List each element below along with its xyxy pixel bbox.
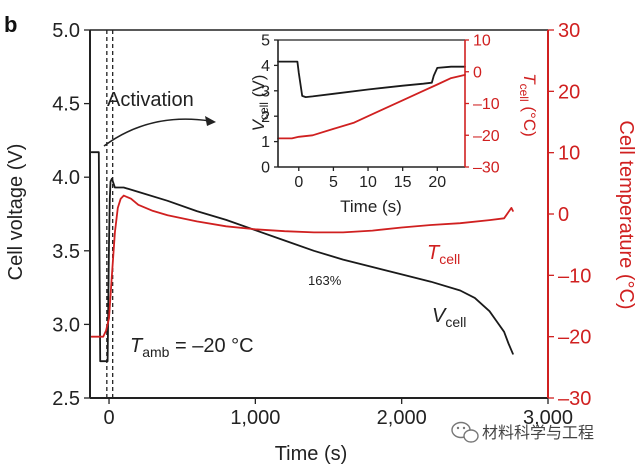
vcell-series-label: Vcell	[432, 305, 466, 330]
inset-ylabel-symbol: V	[249, 118, 268, 131]
inset-x-tick-label: 5	[329, 174, 338, 191]
inset-y2-tick-label: –30	[473, 160, 500, 177]
inset-y2-tick-label: 10	[473, 33, 491, 50]
inset-y-tick-label: 2	[261, 109, 270, 126]
vcell-symbol: V	[432, 305, 447, 327]
inset-series-vcell-line	[277, 60, 466, 98]
inset-y-tick-label: 5	[261, 33, 270, 50]
main-ticks: 0 1,000 2,000 3,000 2.5 3.0 3.5 4.0 4.5 5.0 –30 –20…	[52, 20, 591, 429]
inset-y2-tick-label: 0	[473, 64, 482, 81]
main-dashed-lines	[106, 30, 114, 398]
panel-letter: b	[4, 12, 17, 37]
main-x-tick-label: 2,000	[377, 407, 427, 429]
main-y2-tick-label: –20	[558, 327, 591, 349]
vcell-subscript: cell	[445, 314, 466, 330]
watermark: 材料科学与工程	[451, 421, 594, 443]
inset-x-tick-label: 15	[394, 174, 412, 191]
inset-y2-axis-label: Tcell (°C)	[517, 73, 539, 137]
inset-y-tick-label: 0	[261, 160, 270, 177]
wechat-icon	[451, 421, 479, 443]
inset-y-tick-label: 4	[261, 58, 270, 75]
inset-x-tick-label: 10	[359, 174, 377, 191]
main-y-axis-label: Cell voltage (V)	[5, 144, 27, 281]
main-y2-tick-label: 20	[558, 81, 580, 103]
overlay-percentage: 163%	[308, 273, 342, 288]
inset-ylabel-unit: (V)	[249, 75, 268, 102]
inset-ticks: 0 5 10 15 20 0 1 2 3 4 5 –30 –20 –10 0 10	[261, 33, 500, 191]
main-y-tick-label: 2.5	[52, 388, 80, 410]
main-y2-tick-label: 0	[558, 204, 569, 226]
main-y2-axis-label: Cell temperature (°C)	[615, 120, 637, 309]
tamb-value: = –20 °C	[169, 335, 253, 357]
tamb-subscript: amb	[142, 344, 169, 360]
inset-y2label-subscript: cell	[517, 84, 531, 102]
main-x-axis-label: Time (s)	[275, 443, 348, 465]
tcell-symbol: T	[427, 242, 441, 264]
main-y2-tick-label: –10	[558, 265, 591, 287]
inset-y2-tick-label: –20	[473, 128, 500, 145]
main-x-tick-label: 0	[103, 407, 114, 429]
inset-y2-tick-label: –10	[473, 96, 500, 113]
main-y-tick-label: 4.5	[52, 94, 80, 116]
main-y-tick-label: 5.0	[52, 20, 80, 42]
main-y-tick-label: 3.0	[52, 314, 80, 336]
inset-x-tick-label: 0	[294, 174, 303, 191]
activation-label: Activation	[107, 89, 194, 111]
inset-x-tick-label: 20	[428, 174, 446, 191]
main-y2-tick-label: 10	[558, 143, 580, 165]
inset-y-axis-label: Vcell (V)	[249, 75, 271, 132]
inset-ylabel-subscript: cell	[257, 102, 271, 120]
inset-y2label-unit: (°C)	[520, 102, 539, 137]
main-y2-tick-label: 30	[558, 20, 580, 42]
tcell-series-label: Tcell	[427, 242, 460, 267]
inset-series-tcell-line	[277, 74, 466, 140]
main-chart: 0 1,000 2,000 3,000 2.5 3.0 3.5 4.0 4.5 5.0 –30 –20…	[5, 20, 637, 465]
watermark-text: 材料科学与工程	[482, 423, 594, 442]
inset-y-tick-label: 1	[261, 134, 270, 151]
tamb-symbol: T	[130, 335, 144, 357]
inset-chart: 0 5 10 15 20 0 1 2 3 4 5 –30 –20 –10 0 10 Time (s) Vcel…	[249, 33, 539, 216]
inset-y2label-symbol: T	[520, 73, 539, 85]
inset-y-tick-label: 3	[261, 83, 270, 100]
activation-arrowhead	[205, 116, 216, 126]
main-y2-tick-label: –30	[558, 388, 591, 410]
tcell-subscript: cell	[439, 251, 460, 267]
activation-annotation: Activation	[103, 89, 216, 147]
activation-arrow	[103, 118, 211, 147]
main-series-tcell-line	[90, 194, 514, 338]
main-x-tick-label: 3,000	[523, 407, 573, 429]
main-series-layer	[90, 151, 514, 363]
inset-x-axis-label: Time (s)	[340, 197, 402, 216]
inset-series-layer	[277, 60, 466, 140]
main-y-tick-label: 4.0	[52, 167, 80, 189]
inset-background	[278, 40, 465, 167]
main-x-tick-label: 1,000	[230, 407, 280, 429]
main-y-tick-label: 3.5	[52, 241, 80, 263]
ambient-temperature-label: Tamb = –20 °C	[130, 335, 254, 360]
main-series-vcell-line	[90, 151, 514, 363]
